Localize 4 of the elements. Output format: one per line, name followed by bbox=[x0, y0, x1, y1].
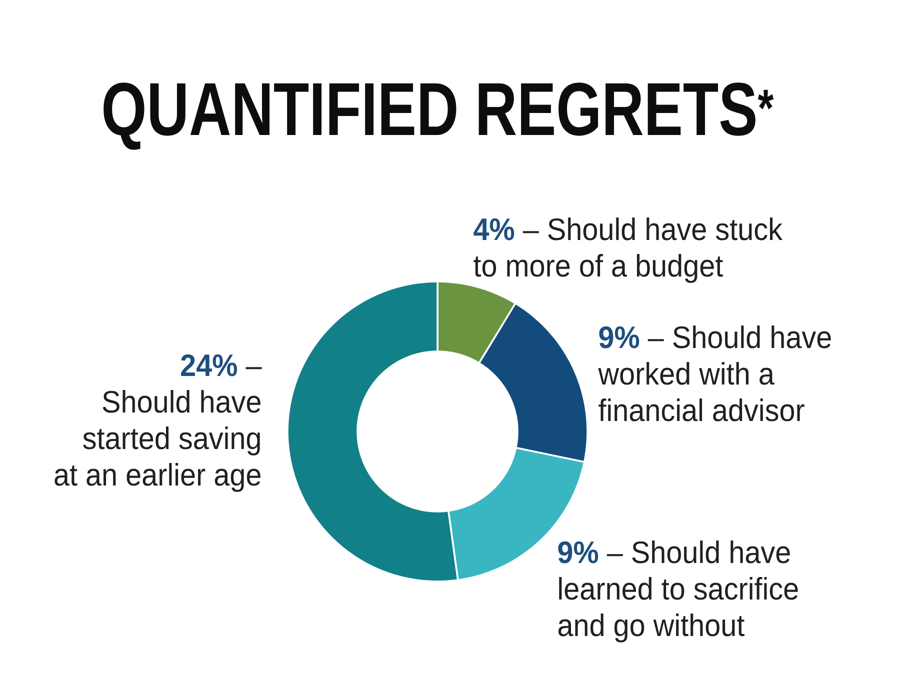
data-label: 9% bbox=[558, 541, 598, 564]
data-label: 4% bbox=[474, 218, 514, 240]
chart-title: QUANTIFIED REGRETS$^{*}$ bbox=[104, 82, 774, 150]
data-label: 9% bbox=[599, 326, 640, 348]
